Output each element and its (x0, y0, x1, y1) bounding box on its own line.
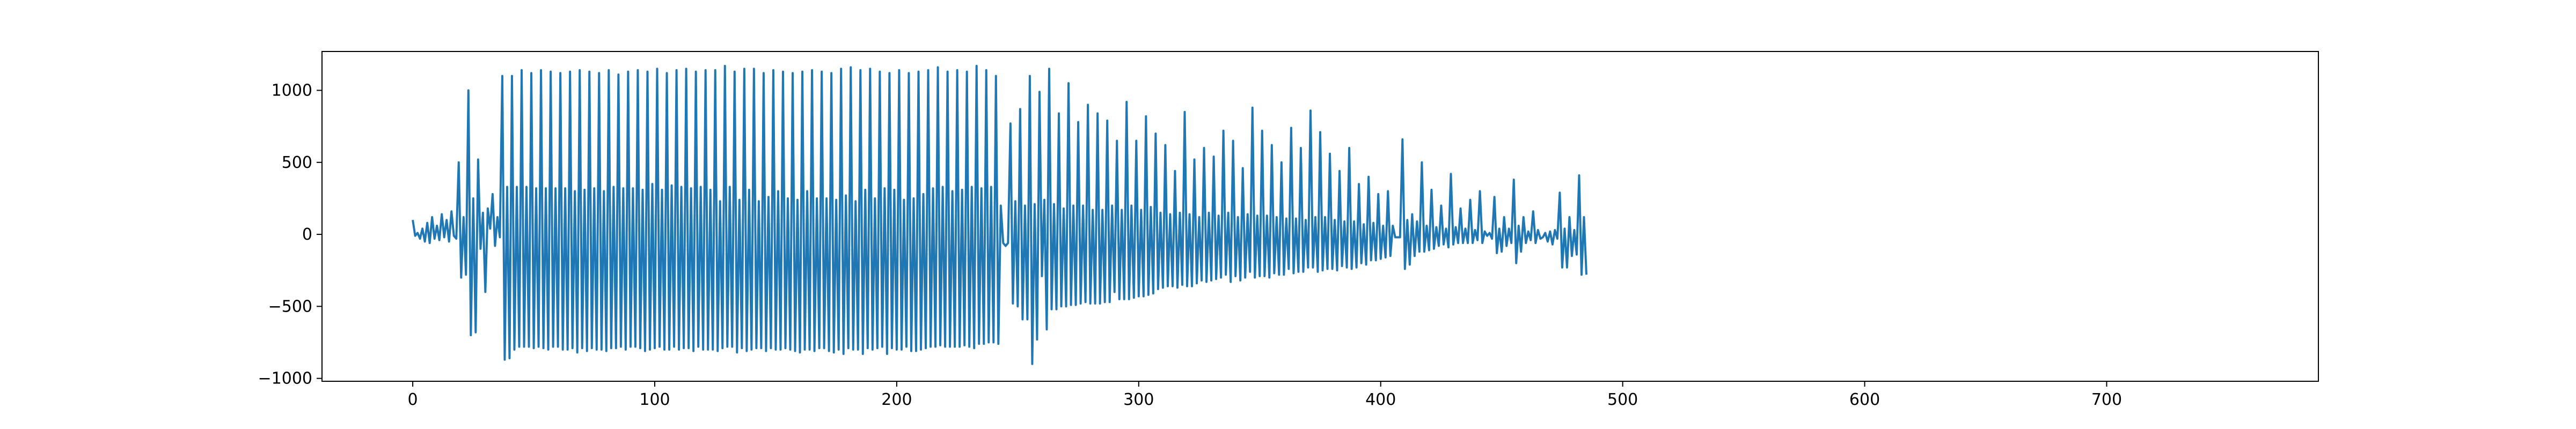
series-line (412, 64, 1587, 365)
x-tick-label: 700 (2091, 390, 2122, 409)
x-tick-label: 400 (1365, 390, 1396, 409)
x-tick-label: 0 (408, 390, 418, 409)
x-tick-label: 300 (1123, 390, 1154, 409)
y-tick-label: 1000 (272, 82, 312, 100)
x-tick-label: 600 (1849, 390, 1880, 409)
y-tick-label: 500 (282, 153, 312, 172)
y-tick-label: −1000 (258, 369, 312, 388)
x-axis: 0 100 200 300 400 500 600 700 (408, 381, 2122, 409)
y-axis: −1000 −500 0 500 1000 (258, 82, 322, 388)
x-tick-label: 200 (881, 390, 912, 409)
plot-frame (321, 51, 2319, 382)
x-tick-label: 100 (639, 390, 670, 409)
y-tick-label: 0 (302, 225, 312, 244)
y-tick-label: −500 (268, 297, 312, 316)
x-tick-label: 500 (1607, 390, 1638, 409)
